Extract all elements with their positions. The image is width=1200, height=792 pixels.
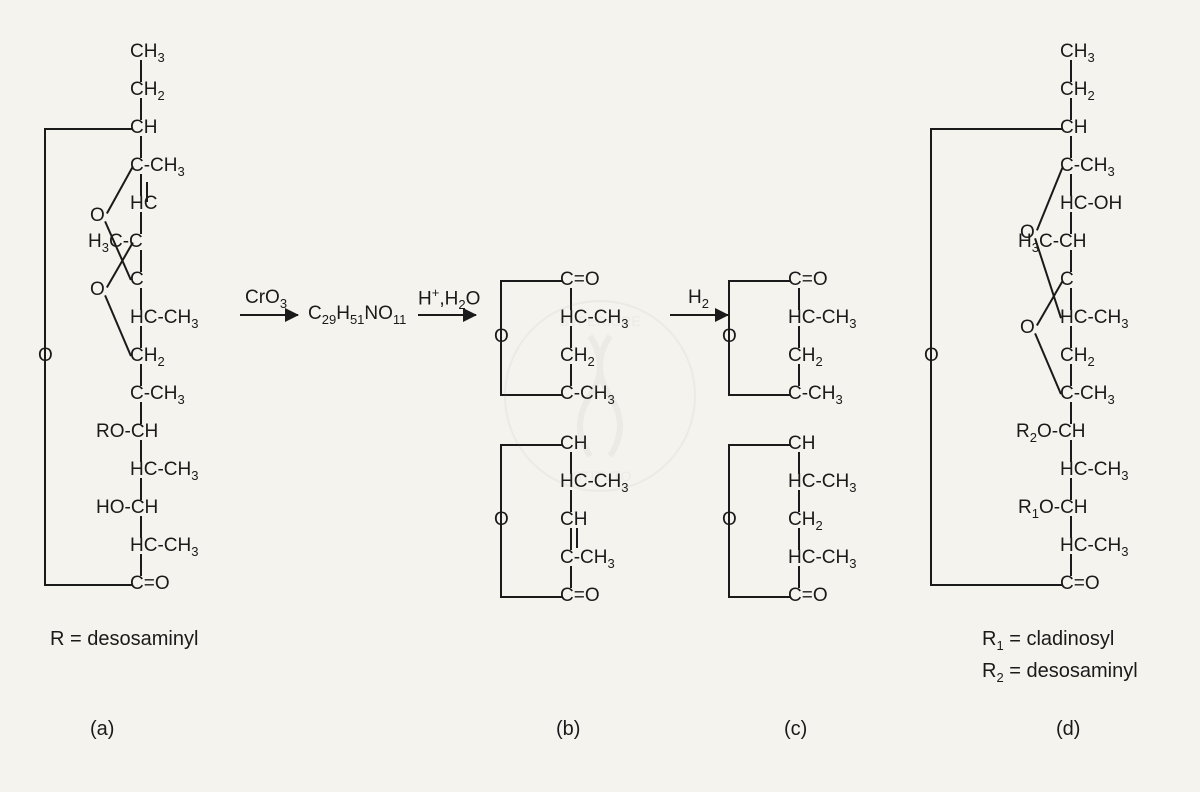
chain-atom: CH (560, 434, 587, 453)
chain-atom: CH2 (1060, 80, 1095, 102)
diagram-canvas: CH3CH2CHC-CH3HCH3C-CCHC-CH3CH2C-CH3RO-CH… (0, 0, 1200, 792)
ring-bot (728, 596, 790, 598)
ring-top (500, 444, 562, 446)
label-a: (a) (90, 718, 114, 741)
chain-atom: C=O (788, 270, 828, 289)
chain-atom: CH (130, 118, 157, 137)
legend-d2: R2 = desosaminyl (982, 660, 1138, 685)
chain-atom: CH2 (560, 346, 595, 368)
chain-atom: CH2 (788, 510, 823, 532)
chain-atom: CH2 (788, 346, 823, 368)
chain-atom: CH (1060, 118, 1087, 137)
ring-bot (728, 394, 790, 396)
reaction-arrow-3 (670, 314, 728, 316)
chain-atom: C-CH3 (130, 156, 185, 178)
chain-atom: C-CH3 (130, 384, 185, 406)
chain-atom: C=O (788, 586, 828, 605)
lactone-bot (44, 584, 132, 586)
chain-atom: HO-CH (96, 498, 158, 517)
ring-bot (500, 596, 562, 598)
ring-top (728, 444, 790, 446)
chain-atom: C=O (130, 574, 170, 593)
chain-atom: C-CH3 (1060, 156, 1115, 178)
chain-atom: R2O-CH (1016, 422, 1086, 444)
ether-oxygen: O (1020, 223, 1035, 242)
ring-top (728, 280, 790, 282)
ether-oxygen: O (90, 280, 105, 299)
bond-diagonal (104, 295, 132, 357)
chain-atom: C-CH3 (560, 548, 615, 570)
ring-top (500, 280, 562, 282)
chain-atom: CH3 (1060, 42, 1095, 64)
ring-oxygen: O (494, 327, 509, 346)
double-bond (576, 528, 578, 548)
chain-atom: C-CH3 (560, 384, 615, 406)
label-c: (c) (784, 718, 807, 741)
ring-oxygen: O (722, 510, 737, 529)
chain-atom: C-CH3 (788, 384, 843, 406)
chain-atom: CH2 (130, 80, 165, 102)
chain-atom: C=O (560, 270, 600, 289)
double-bond (146, 182, 148, 202)
reaction-arrow-1 (240, 314, 298, 316)
legend-d1: R1 = cladinosyl (982, 628, 1114, 653)
lactone-oxygen: O (38, 346, 53, 365)
lactone-bot (930, 584, 1062, 586)
chain-atom: CH (560, 510, 587, 529)
chain-atom: C=O (1060, 574, 1100, 593)
reaction-arrow-2 (418, 314, 476, 316)
reagent-2: H+,H2O (418, 286, 480, 311)
lactone-top (44, 128, 132, 130)
chain-atom: HC-OH (1060, 194, 1122, 213)
ring-oxygen: O (722, 327, 737, 346)
chain-atom: CH2 (1060, 346, 1095, 368)
chain-atom: CH3 (130, 42, 165, 64)
chain-atom: CH (788, 434, 815, 453)
ring-oxygen: O (494, 510, 509, 529)
chain-atom: R1O-CH (1018, 498, 1088, 520)
label-d: (d) (1056, 718, 1080, 741)
label-b: (b) (556, 718, 580, 741)
lactone-top (930, 128, 1062, 130)
chain-atom: HC (130, 194, 157, 213)
chain-atom: C=O (560, 586, 600, 605)
chain-atom: C-CH3 (1060, 384, 1115, 406)
ether-oxygen: O (90, 206, 105, 225)
lactone-oxygen: O (924, 346, 939, 365)
intermediate-formula: C29H51NO11 (308, 304, 406, 326)
ring-bot (500, 394, 562, 396)
ether-oxygen: O (1020, 318, 1035, 337)
bond-diagonal (1034, 333, 1062, 395)
reagent-3: H2 (688, 288, 709, 310)
chain-atom: RO-CH (96, 422, 158, 441)
reagent-1: CrO3 (245, 288, 287, 310)
legend-a: R = desosaminyl (50, 628, 198, 651)
chain-atom: CH2 (130, 346, 165, 368)
